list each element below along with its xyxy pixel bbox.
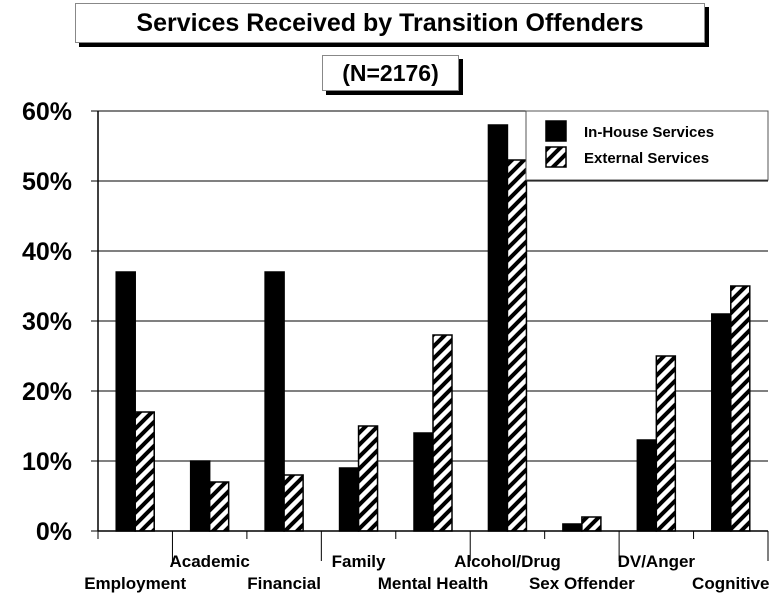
- bar-in-house: [636, 439, 658, 532]
- bar-external: [283, 474, 304, 532]
- chart-subtitle: (N=2176): [322, 55, 459, 91]
- y-tick-label: 0%: [36, 518, 72, 546]
- axes: [97, 111, 769, 561]
- legend-swatch: [545, 146, 567, 168]
- bar-in-house: [189, 460, 211, 532]
- legend-swatch: [545, 120, 567, 142]
- y-axis-ticks: 0% 10% 20% 30% 40% 50% 60%: [22, 98, 98, 546]
- bar-external: [432, 334, 453, 532]
- bar-external: [357, 425, 379, 532]
- bar-in-house: [413, 432, 434, 532]
- bar-external: [208, 481, 230, 532]
- x-category-label: Academic: [170, 552, 250, 571]
- y-tick-label: 40%: [22, 238, 72, 266]
- bar-external: [655, 355, 677, 532]
- bar-external: [134, 411, 155, 532]
- bar-external: [506, 159, 528, 532]
- x-category-label: Employment: [84, 574, 186, 593]
- bar-external: [581, 516, 602, 532]
- bar-external: [730, 285, 751, 532]
- x-category-label: Cognitive: [692, 574, 769, 593]
- bar-in-house: [115, 271, 136, 532]
- bar-in-house: [711, 313, 732, 532]
- x-category-label: Mental Health: [378, 574, 489, 593]
- y-tick-label: 10%: [22, 448, 72, 476]
- x-category-label: Family: [332, 552, 386, 571]
- bar-in-house: [487, 124, 509, 532]
- y-tick-label: 60%: [22, 98, 72, 126]
- bars: [115, 124, 751, 532]
- legend-label: In-House Services: [584, 124, 714, 141]
- x-axis-labels: Employment Academic Financial Family Mental …: [84, 552, 769, 593]
- legend: In-House Services External Services: [525, 110, 769, 181]
- bar-in-house: [338, 467, 360, 532]
- x-category-label: DV/Anger: [618, 552, 696, 571]
- legend-label: External Services: [584, 150, 709, 167]
- y-tick-label: 20%: [22, 378, 72, 406]
- x-category-label: Alcohol/Drug: [454, 552, 561, 571]
- chart-title: Services Received by Transition Offender…: [75, 3, 705, 43]
- y-tick-label: 30%: [22, 308, 72, 336]
- bar-in-house: [562, 523, 583, 532]
- x-category-label: Financial: [247, 574, 321, 593]
- x-category-label: Sex Offender: [529, 574, 635, 593]
- y-tick-label: 50%: [22, 168, 72, 196]
- bar-in-house: [264, 271, 285, 532]
